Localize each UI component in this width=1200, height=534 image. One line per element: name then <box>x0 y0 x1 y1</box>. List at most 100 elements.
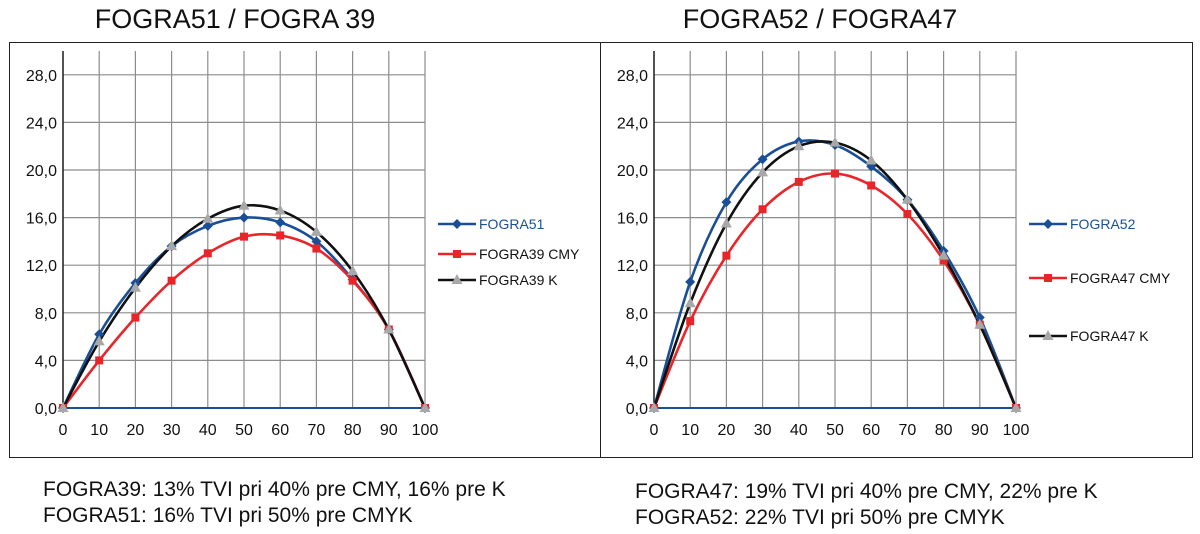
line-chart-svg: 0,0 4,0 8,0 12,0 16,0 20,0 24,0 28,0 0 10 20 30 40 50… <box>617 51 1171 439</box>
data-point <box>758 205 767 214</box>
note-line: FOGRA39: 13% TVI pri 40% pre CMY, 16% pr… <box>43 478 506 501</box>
notes-right: FOGRA47: 19% TVI pri 40% pre CMY, 22% pr… <box>635 479 1098 531</box>
legend-label: FOGRA47 CMY <box>1070 270 1171 286</box>
data-point <box>167 276 176 285</box>
data-point <box>685 276 696 287</box>
data-point <box>939 256 948 265</box>
data-point <box>757 166 769 177</box>
x-tick-label: 100 <box>1003 422 1030 439</box>
y-tick-label: 28,0 <box>617 68 648 85</box>
data-point <box>794 177 803 186</box>
data-point <box>452 219 462 229</box>
y-tick-label: 28,0 <box>26 68 57 85</box>
chart-panel-right: 0,0 4,0 8,0 12,0 16,0 20,0 24,0 28,0 0 10 20 30 40 50… <box>600 42 1193 458</box>
data-point <box>938 249 950 260</box>
x-tick-label: 20 <box>127 422 145 439</box>
data-point <box>974 318 986 329</box>
data-point <box>866 161 877 172</box>
data-point <box>1042 330 1054 340</box>
x-tick-label: 10 <box>681 422 699 439</box>
legend-entry: FOGRA47 K <box>1029 328 1149 344</box>
line-chart-svg: 0,0 4,0 8,0 12,0 16,0 20,0 24,0 28,0 0 10 20 30 40 50… <box>26 51 580 439</box>
data-point <box>974 312 985 323</box>
x-tick-label: 80 <box>344 422 362 439</box>
data-point <box>722 251 731 260</box>
data-point <box>203 249 212 258</box>
x-tick-label: 90 <box>380 422 398 439</box>
x-tick-label: 50 <box>235 422 253 439</box>
y-tick-label: 4,0 <box>626 353 648 370</box>
legend-label: FOGRA47 K <box>1070 328 1149 344</box>
y-tick-label: 12,0 <box>617 258 648 275</box>
x-tick-label: 70 <box>308 422 326 439</box>
data-point <box>1043 219 1053 229</box>
y-tick-label: 16,0 <box>26 211 57 228</box>
x-tick-label: 30 <box>754 422 772 439</box>
x-tick-label: 50 <box>826 422 844 439</box>
y-tick-label: 0,0 <box>626 401 648 418</box>
series-markers <box>57 199 431 412</box>
data-point <box>131 313 140 322</box>
data-point <box>238 199 250 210</box>
x-tick-label: 80 <box>935 422 953 439</box>
data-point <box>648 402 660 412</box>
note-line: FOGRA52: 22% TVI pri 50% pre CMYK <box>635 506 1005 529</box>
data-point <box>202 212 214 223</box>
y-tick-label: 20,0 <box>617 163 648 180</box>
data-point <box>240 232 248 241</box>
legend-entry: FOGRA52 <box>1029 216 1136 232</box>
y-tick-label: 24,0 <box>26 115 57 132</box>
chart-panel-left: 0,0 4,0 8,0 12,0 16,0 20,0 24,0 28,0 0 10 20 30 40 50… <box>9 42 601 458</box>
x-tick-label: 40 <box>199 422 217 439</box>
data-point <box>867 181 876 190</box>
legend-entry: FOGRA51 <box>438 216 545 232</box>
data-point <box>311 236 322 247</box>
data-point <box>684 297 696 308</box>
data-point <box>129 281 141 292</box>
data-point <box>94 329 105 340</box>
data-point <box>757 154 768 165</box>
data-point <box>453 250 461 258</box>
y-tick-label: 12,0 <box>26 258 57 275</box>
legend-entry: FOGRA39 CMY <box>438 246 580 262</box>
chart-title: FOGRA51 / FOGRA 39 <box>94 4 376 34</box>
legend-label: FOGRA52 <box>1070 216 1136 232</box>
series-markers <box>648 136 1022 412</box>
legend-label: FOGRA39 K <box>479 272 558 288</box>
legend-entry: FOGRA39 K <box>438 272 558 288</box>
data-point <box>865 154 877 165</box>
chart-title: FOGRA52 / FOGRA47 <box>682 4 958 34</box>
y-tick-label: 8,0 <box>35 306 57 323</box>
y-tick-label: 8,0 <box>626 306 648 323</box>
data-point <box>419 402 431 412</box>
data-point <box>275 217 286 228</box>
x-tick-label: 60 <box>862 422 880 439</box>
data-point <box>720 217 732 228</box>
y-tick-label: 0,0 <box>35 401 57 418</box>
note-line: FOGRA47: 19% TVI pri 40% pre CMY, 22% pr… <box>635 480 1098 503</box>
legend-label: FOGRA51 <box>479 216 545 232</box>
data-point <box>903 210 912 219</box>
x-tick-label: 0 <box>59 422 68 439</box>
data-point <box>57 402 69 412</box>
x-tick-label: 90 <box>971 422 989 439</box>
x-tick-label: 0 <box>650 422 659 439</box>
data-point <box>451 274 463 284</box>
data-point <box>901 193 913 204</box>
y-tick-label: 24,0 <box>617 115 648 132</box>
note-line: FOGRA51: 16% TVI pri 50% pre CMYK <box>43 504 413 527</box>
data-point <box>276 231 285 240</box>
y-tick-label: 16,0 <box>617 211 648 228</box>
legend-entry: FOGRA47 CMY <box>1029 270 1171 286</box>
data-point <box>347 265 359 276</box>
y-tick-label: 4,0 <box>35 353 57 370</box>
data-point <box>93 335 105 346</box>
data-point <box>1044 274 1052 282</box>
x-tick-label: 100 <box>412 422 439 439</box>
data-point <box>348 276 357 285</box>
data-point <box>686 317 695 326</box>
x-tick-label: 20 <box>718 422 736 439</box>
data-point <box>793 140 805 151</box>
x-tick-label: 40 <box>790 422 808 439</box>
data-point <box>239 212 249 223</box>
